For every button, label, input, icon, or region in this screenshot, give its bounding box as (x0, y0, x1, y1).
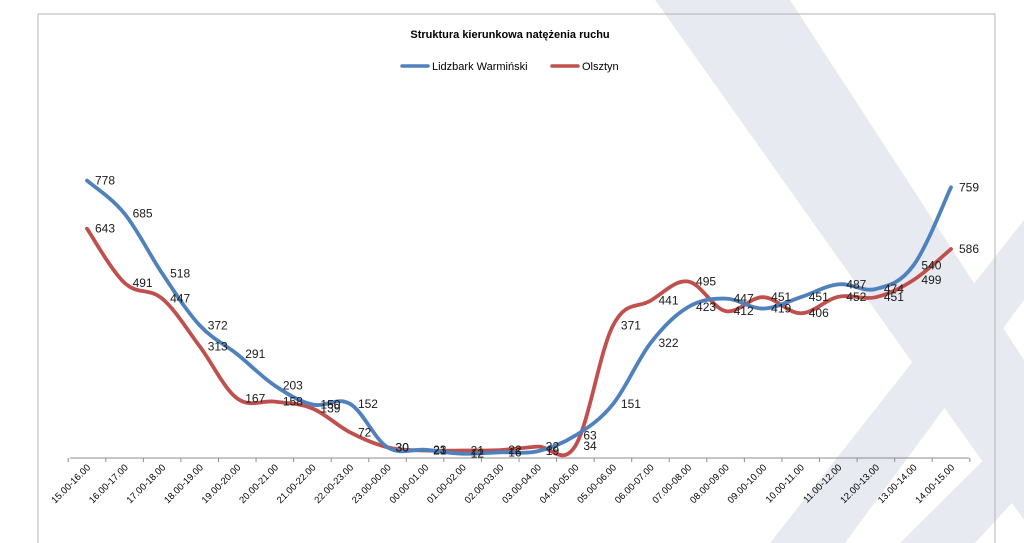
data-label-olsztyn: 406 (809, 306, 829, 320)
chart-title: Struktura kierunkowa natężenia ruchu (410, 29, 609, 41)
data-label-lidzbark: 152 (358, 397, 378, 411)
watermark-stripe (770, 220, 1024, 543)
data-label-lidzbark: 759 (959, 180, 979, 194)
x-tick-label: 04.00-05.00 (538, 462, 582, 506)
data-label-olsztyn: 447 (170, 292, 190, 306)
x-tick-label: 20.00-21.00 (237, 462, 281, 506)
data-label-lidzbark: 203 (283, 379, 303, 393)
x-tick-label: 08.00-09.00 (688, 462, 732, 506)
data-label-lidzbark: 447 (734, 292, 754, 306)
x-tick-label: 19.00-20.00 (200, 462, 244, 506)
x-tick-label: 02.00-03.00 (463, 462, 507, 506)
x-tick-label: 09.00-10.00 (726, 462, 770, 506)
data-label-olsztyn: 72 (358, 425, 372, 439)
x-tick-label: 00.00-01.00 (388, 462, 432, 506)
data-label-olsztyn: 451 (771, 290, 791, 304)
series-line-lidzbark (85, 178, 953, 456)
data-label-olsztyn: 32 (546, 440, 560, 454)
data-label-olsztyn: 34 (583, 439, 597, 453)
data-label-lidzbark: 12 (471, 447, 485, 461)
x-tick-label: 22.00-23.00 (312, 462, 356, 506)
data-label-lidzbark: 685 (133, 207, 153, 221)
data-label-olsztyn: 21 (471, 444, 485, 458)
x-tick-label: 07.00-08.00 (651, 462, 695, 506)
data-label-olsztyn: 167 (245, 391, 265, 405)
data-label-lidzbark: 151 (621, 397, 641, 411)
x-tick-label: 18.00-19.00 (162, 462, 206, 506)
data-label-lidzbark: 474 (884, 282, 904, 296)
data-label-olsztyn: 451 (884, 290, 904, 304)
data-label-olsztyn: 139 (320, 401, 340, 415)
data-label-olsztyn: 452 (846, 290, 866, 304)
x-tick-label: 16.00-17.00 (87, 462, 131, 506)
x-tick-label: 10.00-11.00 (764, 462, 807, 505)
data-label-lidzbark: 540 (921, 258, 941, 272)
data-label-lidzbark: 150 (320, 398, 340, 412)
data-label-olsztyn: 21 (433, 444, 447, 458)
data-label-lidzbark: 487 (846, 277, 866, 291)
data-label-lidzbark: 291 (245, 347, 265, 361)
x-tick-label: 03.00-04.00 (500, 462, 544, 506)
data-label-lidzbark: 778 (95, 174, 115, 188)
data-label-olsztyn: 412 (734, 304, 754, 318)
x-tick-label: 23.00-00.00 (350, 462, 394, 506)
data-label-lidzbark: 419 (771, 302, 791, 316)
data-label-lidzbark: 322 (658, 336, 678, 350)
data-label-lidzbark: 30 (396, 440, 410, 454)
data-label-olsztyn: 586 (959, 242, 979, 256)
data-label-lidzbark: 423 (696, 300, 716, 314)
data-label-olsztyn: 495 (696, 274, 716, 288)
watermark-stripe (655, 0, 1024, 520)
x-tick-label: 01.00-02.00 (425, 462, 469, 506)
data-label-olsztyn: 491 (133, 276, 153, 290)
x-tick-label: 05.00-06.00 (575, 462, 619, 506)
series-line-olsztyn (85, 226, 953, 458)
legend-label-olsztyn: Olsztyn (582, 61, 619, 73)
legend-label-lidzbark: Lidzbark Warmiński (432, 61, 528, 73)
data-label-lidzbark: 23 (433, 443, 447, 457)
data-label-olsztyn: 499 (921, 273, 941, 287)
x-tick-label: 17.00-18.00 (125, 462, 169, 506)
data-label-lidzbark: 19 (546, 444, 560, 458)
watermark-stripe (900, 420, 1024, 543)
data-label-olsztyn: 643 (95, 222, 115, 236)
data-label-lidzbark: 518 (170, 266, 190, 280)
data-label-olsztyn: 313 (208, 339, 228, 353)
data-label-olsztyn: 22 (508, 443, 522, 457)
legend: Lidzbark Warmiński Olsztyn (400, 61, 619, 73)
x-tick-label: 15.00-16.00 (49, 462, 93, 506)
data-label-lidzbark: 63 (583, 429, 597, 443)
data-label-lidzbark: 16 (508, 445, 522, 459)
watermark-logo (655, 0, 1024, 543)
data-label-olsztyn: 371 (621, 319, 641, 333)
data-label-lidzbark: 372 (208, 318, 228, 332)
data-labels: 778 685 518 372 291 203 150 152 30 23 12 16 19 63 151 3… (95, 174, 979, 461)
data-label-olsztyn: 30 (396, 440, 410, 454)
data-label-olsztyn: 158 (283, 395, 303, 409)
x-tick-label: 06.00-07.00 (613, 462, 657, 506)
data-label-lidzbark: 451 (809, 290, 829, 304)
x-tick-label: 21.00-22.00 (275, 462, 319, 506)
series-lines (85, 178, 953, 458)
data-label-olsztyn: 441 (658, 294, 678, 308)
